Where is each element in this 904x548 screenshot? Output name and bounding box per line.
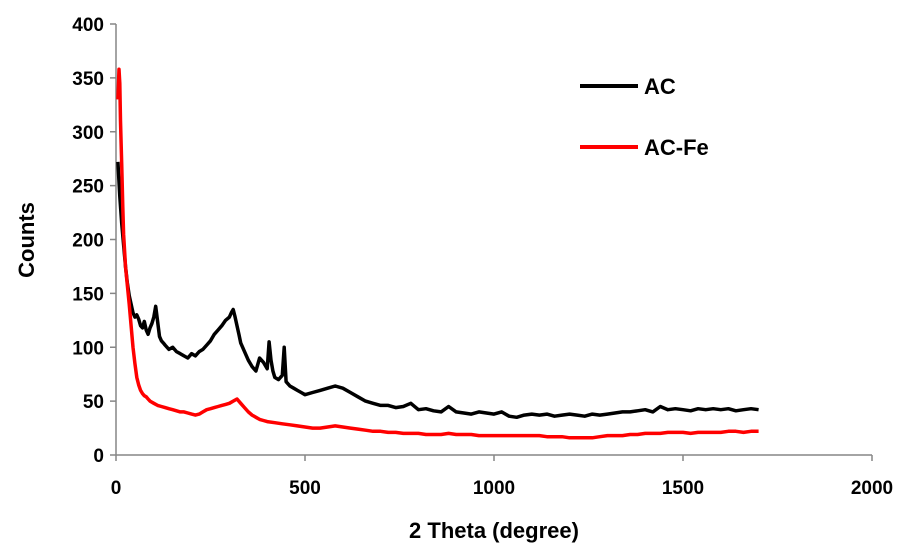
x-tick-label: 1000 — [473, 478, 515, 499]
y-tick-label: 350 — [72, 69, 104, 90]
legend-label-ac: AC — [644, 74, 676, 99]
y-tick-label: 0 — [93, 446, 104, 467]
x-tick-label: 1500 — [662, 478, 704, 499]
series-line-ac-fe — [116, 67, 759, 440]
series-line-ac — [116, 161, 759, 420]
legend-label-ac-fe: AC-Fe — [644, 135, 709, 160]
x-tick-label: 2000 — [851, 478, 893, 499]
y-tick-label: 250 — [72, 177, 104, 198]
y-tick-label: 100 — [72, 338, 104, 359]
series-layer — [116, 67, 759, 440]
x-tick-label: 0 — [111, 478, 122, 499]
y-tick-label: 400 — [72, 15, 104, 36]
x-tick-label: 500 — [289, 478, 321, 499]
y-tick-label: 200 — [72, 231, 104, 252]
x-tick-group: 0 500 1000 1500 2000 — [111, 455, 893, 499]
y-tick-label: 150 — [72, 284, 104, 305]
y-tick-label: 50 — [83, 392, 104, 413]
legend: AC AC-Fe — [580, 74, 709, 160]
x-axis-title: 2 Theta (degree) — [409, 518, 579, 543]
y-tick-group: 0 50 100 150 200 250 300 350 400 — [72, 15, 116, 467]
y-tick-label: 300 — [72, 123, 104, 144]
y-axis-title: Counts — [14, 202, 39, 278]
